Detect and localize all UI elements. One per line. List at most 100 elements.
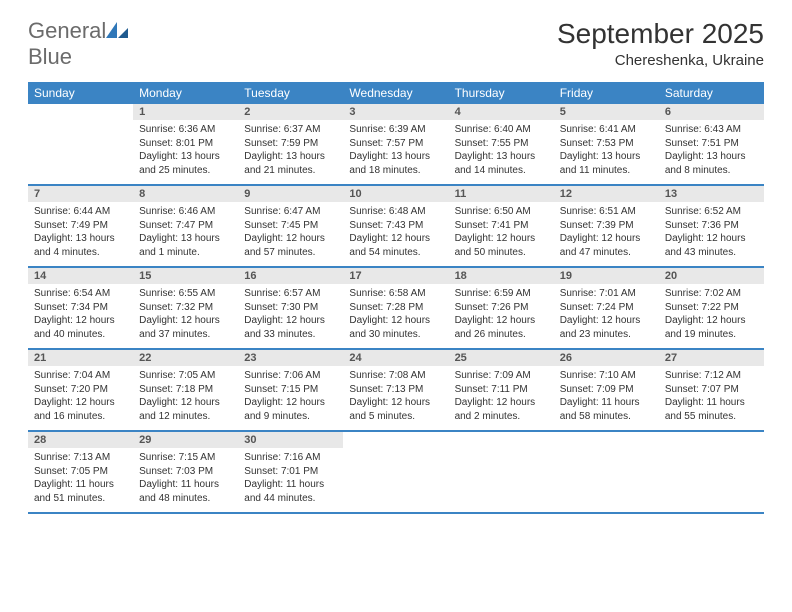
weekday-header: Wednesday — [343, 82, 448, 104]
day-content: Sunrise: 6:54 AMSunset: 7:34 PMDaylight:… — [28, 284, 133, 347]
weekday-header: Thursday — [449, 82, 554, 104]
day-number: 3 — [343, 104, 448, 120]
daylight-text: Daylight: 12 hours and 30 minutes. — [349, 314, 442, 341]
weekday-header: Saturday — [659, 82, 764, 104]
sunset-text: Sunset: 7:03 PM — [139, 465, 232, 479]
day-number: 16 — [238, 268, 343, 284]
sunrise-text: Sunrise: 7:05 AM — [139, 369, 232, 383]
logo: General Blue — [28, 18, 128, 70]
day-content: Sunrise: 7:09 AMSunset: 7:11 PMDaylight:… — [449, 366, 554, 429]
day-content: Sunrise: 7:06 AMSunset: 7:15 PMDaylight:… — [238, 366, 343, 429]
day-cell: 17 Sunrise: 6:58 AMSunset: 7:28 PMDayligh… — [343, 268, 448, 348]
sunrise-text: Sunrise: 6:43 AM — [665, 123, 758, 137]
day-cell: 22Sunrise: 7:05 AMSunset: 7:18 PMDayligh… — [133, 350, 238, 430]
sunset-text: Sunset: 7:07 PM — [665, 383, 758, 397]
daylight-text: Daylight: 12 hours and 57 minutes. — [244, 232, 337, 259]
weekday-header: Sunday — [28, 82, 133, 104]
day-content: Sunrise: 7:02 AMSunset: 7:22 PMDaylight:… — [659, 284, 764, 347]
day-number: 12 — [554, 186, 659, 202]
sunrise-text: Sunrise: 6:39 AM — [349, 123, 442, 137]
sunset-text: Sunset: 7:32 PM — [139, 301, 232, 315]
sunrise-text: Sunrise: 6:44 AM — [34, 205, 127, 219]
sunrise-text: Sunrise: 6:57 AM — [244, 287, 337, 301]
daylight-text: Daylight: 13 hours and 18 minutes. — [349, 150, 442, 177]
day-number: 26 — [554, 350, 659, 366]
daylight-text: Daylight: 11 hours and 48 minutes. — [139, 478, 232, 505]
day-number: 20 — [659, 268, 764, 284]
daylight-text: Daylight: 12 hours and 5 minutes. — [349, 396, 442, 423]
day-content: Sunrise: 7:10 AMSunset: 7:09 PMDaylight:… — [554, 366, 659, 429]
day-content: Sunrise: 6:44 AMSunset: 7:49 PMDaylight:… — [28, 202, 133, 265]
daylight-text: Daylight: 12 hours and 23 minutes. — [560, 314, 653, 341]
daylight-text: Daylight: 11 hours and 55 minutes. — [665, 396, 758, 423]
sunset-text: Sunset: 7:30 PM — [244, 301, 337, 315]
sunset-text: Sunset: 7:26 PM — [455, 301, 548, 315]
day-cell: 25Sunrise: 7:09 AMSunset: 7:11 PMDayligh… — [449, 350, 554, 430]
logo-word-general: General — [28, 18, 106, 43]
daylight-text: Daylight: 12 hours and 16 minutes. — [34, 396, 127, 423]
week-row: .1Sunrise: 6:36 AMSunset: 8:01 PMDayligh… — [28, 104, 764, 186]
day-cell: 13Sunrise: 6:52 AMSunset: 7:36 PMDayligh… — [659, 186, 764, 266]
sunrise-text: Sunrise: 6:36 AM — [139, 123, 232, 137]
day-content: Sunrise: 6:37 AMSunset: 7:59 PMDaylight:… — [238, 120, 343, 183]
month-title: September 2025 — [557, 18, 764, 50]
day-cell: 23Sunrise: 7:06 AMSunset: 7:15 PMDayligh… — [238, 350, 343, 430]
day-cell: 28Sunrise: 7:13 AMSunset: 7:05 PMDayligh… — [28, 432, 133, 512]
sunrise-text: Sunrise: 6:52 AM — [665, 205, 758, 219]
sunrise-text: Sunrise: 6:40 AM — [455, 123, 548, 137]
sunrise-text: Sunrise: 6:54 AM — [34, 287, 127, 301]
week-row: 7Sunrise: 6:44 AMSunset: 7:49 PMDaylight… — [28, 186, 764, 268]
day-cell: 26Sunrise: 7:10 AMSunset: 7:09 PMDayligh… — [554, 350, 659, 430]
daylight-text: Daylight: 13 hours and 25 minutes. — [139, 150, 232, 177]
day-content: Sunrise: 7:04 AMSunset: 7:20 PMDaylight:… — [28, 366, 133, 429]
day-number: 9 — [238, 186, 343, 202]
day-number: 10 — [343, 186, 448, 202]
day-cell: 1Sunrise: 6:36 AMSunset: 8:01 PMDaylight… — [133, 104, 238, 184]
day-number: 17 — [343, 268, 448, 284]
day-content: Sunrise: 6:50 AMSunset: 7:41 PMDaylight:… — [449, 202, 554, 265]
sunset-text: Sunset: 7:24 PM — [560, 301, 653, 315]
day-cell: 15Sunrise: 6:55 AMSunset: 7:32 PMDayligh… — [133, 268, 238, 348]
day-content: Sunrise: 6:59 AMSunset: 7:26 PMDaylight:… — [449, 284, 554, 347]
calendar-page: General Blue September 2025 Chereshenka,… — [0, 0, 792, 514]
daylight-text: Daylight: 12 hours and 9 minutes. — [244, 396, 337, 423]
day-number: 27 — [659, 350, 764, 366]
daylight-text: Daylight: 11 hours and 58 minutes. — [560, 396, 653, 423]
day-cell: 21Sunrise: 7:04 AMSunset: 7:20 PMDayligh… — [28, 350, 133, 430]
sunset-text: Sunset: 7:20 PM — [34, 383, 127, 397]
sunrise-text: Sunrise: 6:37 AM — [244, 123, 337, 137]
day-number: 28 — [28, 432, 133, 448]
day-number: 1 — [133, 104, 238, 120]
weeks-container: .1Sunrise: 6:36 AMSunset: 8:01 PMDayligh… — [28, 104, 764, 514]
day-content: Sunrise: 6:39 AMSunset: 7:57 PMDaylight:… — [343, 120, 448, 183]
sunrise-text: Sunrise: 7:09 AM — [455, 369, 548, 383]
daylight-text: Daylight: 12 hours and 2 minutes. — [455, 396, 548, 423]
sunrise-text: Sunrise: 7:13 AM — [34, 451, 127, 465]
sunrise-text: Sunrise: 6:46 AM — [139, 205, 232, 219]
day-cell: 20Sunrise: 7:02 AMSunset: 7:22 PMDayligh… — [659, 268, 764, 348]
day-cell: 11Sunrise: 6:50 AMSunset: 7:41 PMDayligh… — [449, 186, 554, 266]
sunset-text: Sunset: 7:39 PM — [560, 219, 653, 233]
day-number: 4 — [449, 104, 554, 120]
weekday-header: Friday — [554, 82, 659, 104]
daylight-text: Daylight: 12 hours and 40 minutes. — [34, 314, 127, 341]
sunrise-text: Sunrise: 6:59 AM — [455, 287, 548, 301]
day-cell: 18Sunrise: 6:59 AMSunset: 7:26 PMDayligh… — [449, 268, 554, 348]
sunset-text: Sunset: 7:41 PM — [455, 219, 548, 233]
day-cell: 19Sunrise: 7:01 AMSunset: 7:24 PMDayligh… — [554, 268, 659, 348]
sunset-text: Sunset: 7:28 PM — [349, 301, 442, 315]
daylight-text: Daylight: 11 hours and 44 minutes. — [244, 478, 337, 505]
day-number: 7 — [28, 186, 133, 202]
daylight-text: Daylight: 13 hours and 8 minutes. — [665, 150, 758, 177]
daylight-text: Daylight: 12 hours and 12 minutes. — [139, 396, 232, 423]
daylight-text: Daylight: 12 hours and 33 minutes. — [244, 314, 337, 341]
day-cell: 9Sunrise: 6:47 AMSunset: 7:45 PMDaylight… — [238, 186, 343, 266]
day-number: 8 — [133, 186, 238, 202]
day-cell: 16 Sunrise: 6:57 AMSunset: 7:30 PMDayligh… — [238, 268, 343, 348]
day-number: 13 — [659, 186, 764, 202]
sunrise-text: Sunrise: 7:12 AM — [665, 369, 758, 383]
day-content: Sunrise: 6:48 AMSunset: 7:43 PMDaylight:… — [343, 202, 448, 265]
day-cell: 6Sunrise: 6:43 AMSunset: 7:51 PMDaylight… — [659, 104, 764, 184]
sunrise-text: Sunrise: 6:58 AM — [349, 287, 442, 301]
day-content: Sunrise: 6:55 AMSunset: 7:32 PMDaylight:… — [133, 284, 238, 347]
